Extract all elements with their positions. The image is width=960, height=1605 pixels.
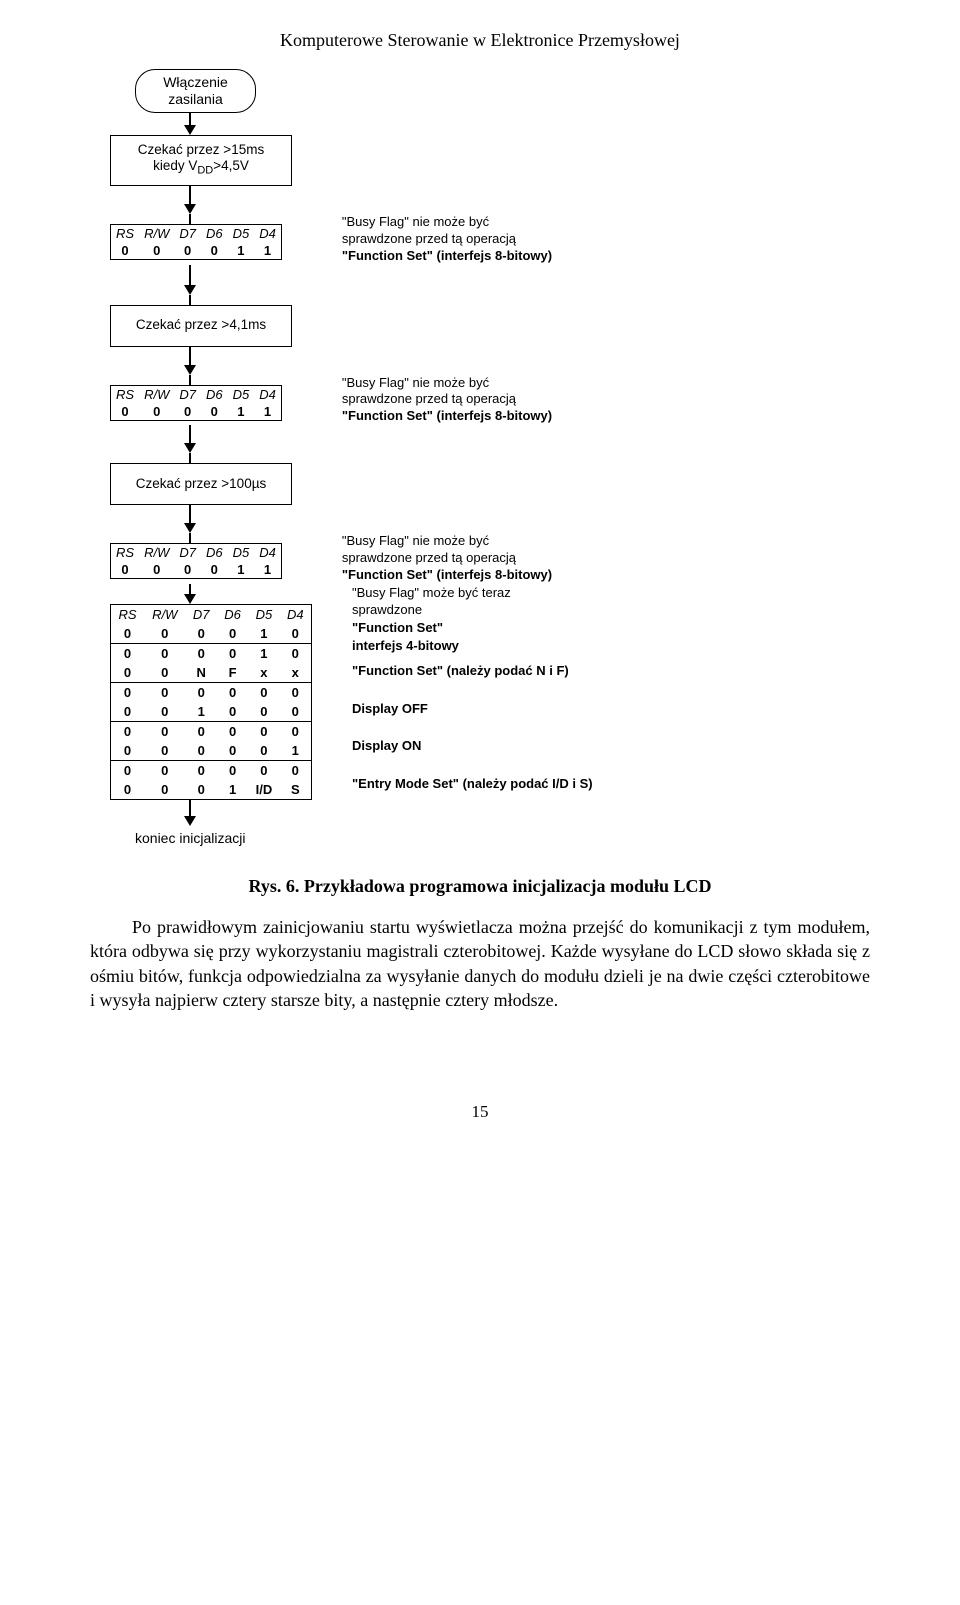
flow-wait-3-text: Czekać przez >100µs [136,476,266,493]
paragraph-text: Po prawidłowym zainicjowaniu startu wyśw… [90,917,870,1010]
flow-bits-3: RSR/W D7D6 D5D4 00 00 11 [110,543,282,579]
flowchart: Włączenie zasilania Czekać przez >15ms k… [110,69,870,846]
body-paragraph: Po prawidłowym zainicjowaniu startu wyśw… [90,915,870,1012]
flow-wait-1-text-b: kiedy VDD>4,5V [153,158,249,178]
flow-multi-notes: "Busy Flag" może być teraz sprawdzone "F… [352,584,593,792]
flow-wait-1-text-a: Czekać przez >15ms [138,142,264,159]
flow-wait-3: Czekać przez >100µs [110,463,292,505]
flow-bits-2: RSR/W D7D6 D5D4 00 00 11 [110,385,282,421]
page-number: 15 [90,1102,870,1122]
flow-bits-multi: RSR/W D7D6 D5D4 00 00 10 00 00 10 [110,604,312,800]
flow-wait-1: Czekać przez >15ms kiedy VDD>4,5V [110,135,292,186]
flow-wait-2-text: Czekać przez >4,1ms [136,317,266,334]
page-header: Komputerowe Sterowanie w Elektronice Prz… [90,30,870,51]
figure-caption: Rys. 6. Przykładowa programowa inicjaliz… [90,876,870,897]
flow-note-2: "Busy Flag" nie może być sprawdzone prze… [342,375,552,426]
flow-start-text: Włączenie zasilania [163,74,228,107]
flow-note-3: "Busy Flag" nie może być sprawdzone prze… [342,533,552,584]
flow-start: Włączenie zasilania [135,69,256,113]
flow-note-1: "Busy Flag" nie może być sprawdzone prze… [342,214,552,265]
flow-end: koniec inicjalizacji [135,830,870,846]
flow-bits-1: RSR/W D7D6 D5D4 00 00 11 [110,224,282,260]
flow-wait-2: Czekać przez >4,1ms [110,305,292,347]
